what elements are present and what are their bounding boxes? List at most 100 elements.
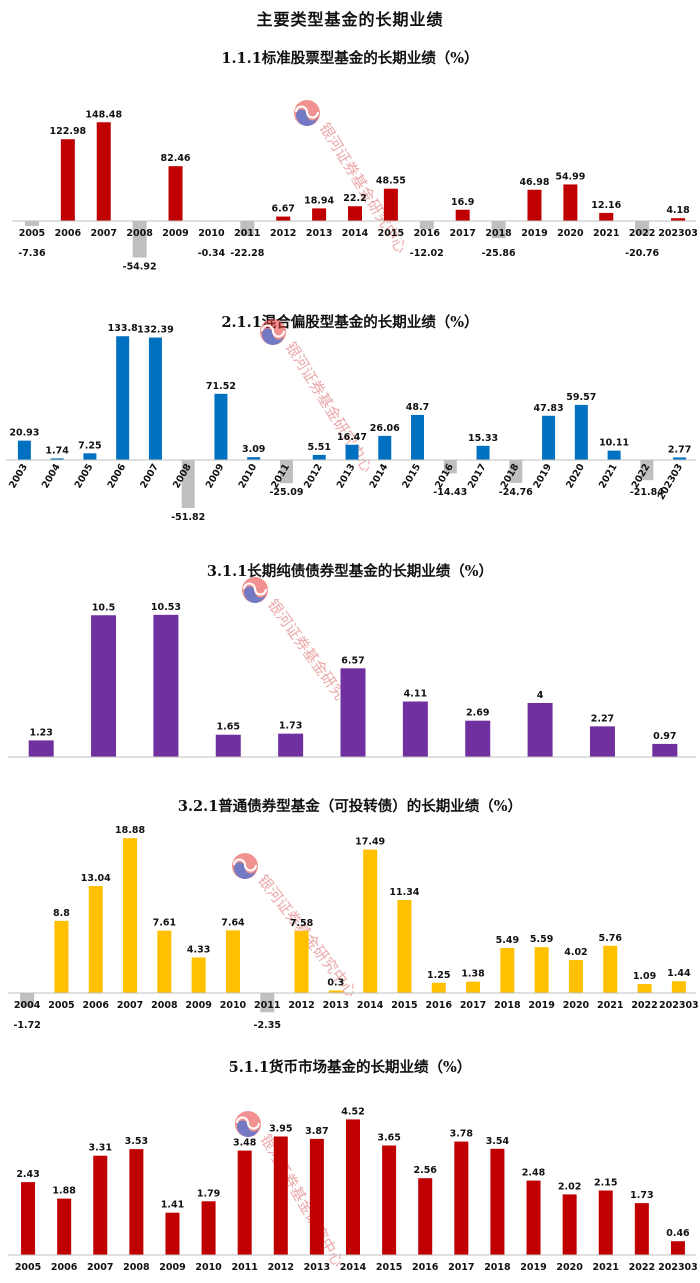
bar-2021: [599, 212, 614, 221]
data-label-2014: 26.06: [370, 423, 400, 434]
watermark-logo-icon: [260, 319, 286, 345]
bar-2003: [17, 440, 31, 460]
bar-2018: [491, 221, 506, 239]
bar-2019: [542, 415, 556, 460]
x-tick-2020: 2020: [556, 1262, 583, 1273]
x-tick-2006: 2006: [55, 228, 82, 239]
watermark-text: 银河证券基金研究中心: [282, 339, 377, 476]
watermark-logo-icon: [235, 1111, 261, 1137]
data-label-2020: 2.02: [558, 1181, 581, 1192]
bar-2015: [383, 188, 398, 221]
bar-2022: [635, 221, 650, 235]
bar-2015: [411, 414, 425, 460]
bar-2006: [88, 886, 103, 993]
bar-2014: [346, 1119, 360, 1255]
bar-2011: [260, 993, 275, 1013]
bar-2021: [607, 450, 621, 460]
x-tick-2007: 2007: [117, 1000, 143, 1011]
bar-2018: [500, 947, 515, 993]
bar-2019: [534, 947, 549, 993]
data-label-2015: 48.7: [406, 402, 429, 413]
data-label-2009: 4.33: [187, 944, 210, 955]
bar-2008: [129, 1149, 144, 1255]
x-tick-2012: 2012: [302, 462, 325, 490]
data-label-2019: 4.11: [404, 689, 427, 700]
data-label-2009: 82.46: [160, 153, 190, 164]
bar-2011: [237, 1150, 252, 1255]
bar-202303: [673, 457, 687, 460]
chart-title: 2.1.1混合偏股型基金的长期业绩（%）: [221, 313, 478, 331]
data-label-2009: 71.52: [206, 381, 236, 392]
bar-2014: [363, 849, 378, 993]
chart-title: 5.1.1货币市场基金的长期业绩（%）: [229, 1058, 472, 1076]
bar-2004: [20, 993, 35, 1008]
bar-2017: [454, 1141, 469, 1255]
x-tick-2005: 2005: [73, 462, 96, 490]
x-tick-2018: 2018: [485, 228, 512, 239]
x-tick-2009: 2009: [185, 1000, 211, 1011]
data-label-2021: 12.16: [591, 200, 621, 211]
x-tick-2017: 2017: [448, 1262, 474, 1273]
chart-hybrid-equity: 2.1.1混合偏股型基金的长期业绩（%） 银河证券基金研究中心 20.93 2003 1…: [6, 313, 696, 523]
data-label-2015: 3.65: [377, 1133, 400, 1144]
data-label-2010: -0.34: [198, 248, 226, 259]
data-label-202303: 1.44: [667, 968, 691, 979]
x-tick-2014: 2014: [357, 1000, 384, 1011]
x-tick-202303: 202303: [658, 228, 698, 239]
x-tick-2013: 2013: [335, 462, 358, 490]
data-label-2006: 1.88: [52, 1186, 76, 1197]
x-tick-2006: 2006: [83, 1000, 110, 1011]
data-label-2017: 15.33: [468, 433, 498, 444]
x-tick-2014: 2014: [342, 228, 369, 239]
data-label-2020: 2.69: [466, 708, 489, 719]
bar-2015: [397, 900, 412, 993]
bar-2012: [312, 454, 326, 460]
bar-2020: [568, 960, 583, 993]
watermark-logo-icon: [294, 100, 320, 126]
data-label-2008: 7.61: [153, 918, 176, 929]
bar-2010: [247, 457, 261, 460]
bar-2015: [382, 1145, 397, 1255]
bar-2008: [132, 221, 147, 258]
x-tick-2010: 2010: [237, 462, 260, 491]
data-label-202303: 0.46: [666, 1228, 690, 1239]
x-tick-2007: 2007: [138, 462, 161, 490]
chart-pure-bond: 3.1.1长期纯债债券型基金的长期业绩（%）银河证券基金研究中心1.232013…: [8, 562, 696, 758]
bar-2021: [598, 1190, 613, 1255]
data-label-2022: -21.84: [630, 487, 664, 498]
data-label-2020: 54.99: [555, 171, 585, 182]
bar-2009: [191, 957, 206, 993]
bar-2010: [201, 1201, 216, 1255]
data-label-2014: 4.52: [341, 1106, 364, 1117]
bar-2011: [240, 221, 255, 236]
data-label-2015: 10.53: [151, 602, 181, 613]
x-tick-2020: 2020: [557, 228, 584, 239]
data-label-2022: -20.76: [625, 248, 659, 259]
data-label-2016: 2.56: [413, 1165, 437, 1176]
x-tick-2020: 2020: [564, 462, 587, 491]
x-tick-2022: 2022: [629, 228, 655, 239]
x-tick-2008: 2008: [123, 1262, 150, 1273]
watermark-logo-icon: [242, 577, 268, 603]
bar-2014: [348, 206, 362, 221]
data-label-2016: 1.25: [427, 970, 450, 981]
x-tick-2018: 2018: [494, 1000, 521, 1011]
x-tick-2010: 2010: [220, 1000, 247, 1011]
bar-2017: [455, 209, 470, 221]
data-label-2004: -1.72: [13, 1020, 40, 1031]
bar-2006: [60, 139, 75, 221]
data-label-2011: -2.35: [254, 1020, 281, 1031]
x-tick-2003: 2003: [7, 462, 30, 490]
x-tick-2008: 2008: [126, 228, 153, 239]
data-label-2018: 6.57: [341, 655, 364, 666]
bar-2020: [563, 184, 578, 221]
bar-2006: [57, 1198, 72, 1255]
data-label-2022: 2.27: [591, 713, 614, 724]
x-tick-202303: 202303: [656, 462, 685, 502]
x-tick-2016: 2016: [414, 228, 441, 239]
data-label-202303: 4.18: [666, 205, 690, 216]
bar-2017: [476, 445, 490, 460]
bar-2005: [83, 453, 97, 460]
x-tick-2013: 2013: [304, 1262, 330, 1273]
bar-2005: [21, 1182, 36, 1255]
